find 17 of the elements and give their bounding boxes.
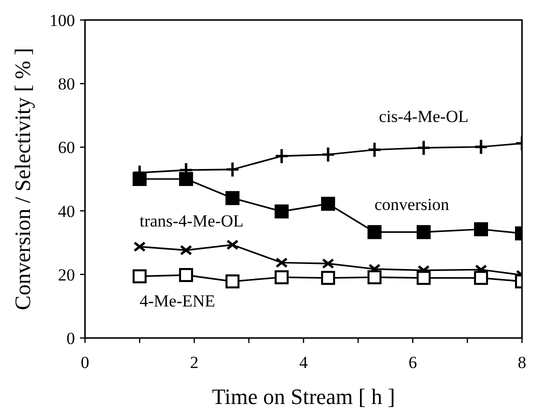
y-tick-label: 80 — [58, 74, 75, 94]
x-tick-label: 8 — [518, 353, 526, 372]
y-tick-label: 100 — [50, 10, 75, 30]
y-axis-title: Conversion / Selectivity [ % ] — [10, 48, 35, 310]
x-tick-label: 0 — [80, 353, 90, 372]
y-tick-label: 20 — [58, 265, 75, 284]
series-label: trans-4-Me-OL — [140, 212, 244, 231]
y-tick-label: 60 — [58, 138, 75, 158]
series-label: cis-4-Me-OL — [378, 106, 469, 126]
y-tick-label: 0 — [66, 328, 75, 348]
series-label: 4-Me-ENE — [140, 291, 216, 310]
x-axis-title: Time on Stream [ h ] — [212, 384, 396, 409]
y-tick-label: 40 — [58, 202, 75, 221]
series-label: conversion — [374, 195, 450, 214]
x-tick-label: 4 — [299, 353, 308, 372]
x-tick-label: 2 — [190, 353, 198, 372]
x-tick-label: 6 — [408, 353, 417, 372]
